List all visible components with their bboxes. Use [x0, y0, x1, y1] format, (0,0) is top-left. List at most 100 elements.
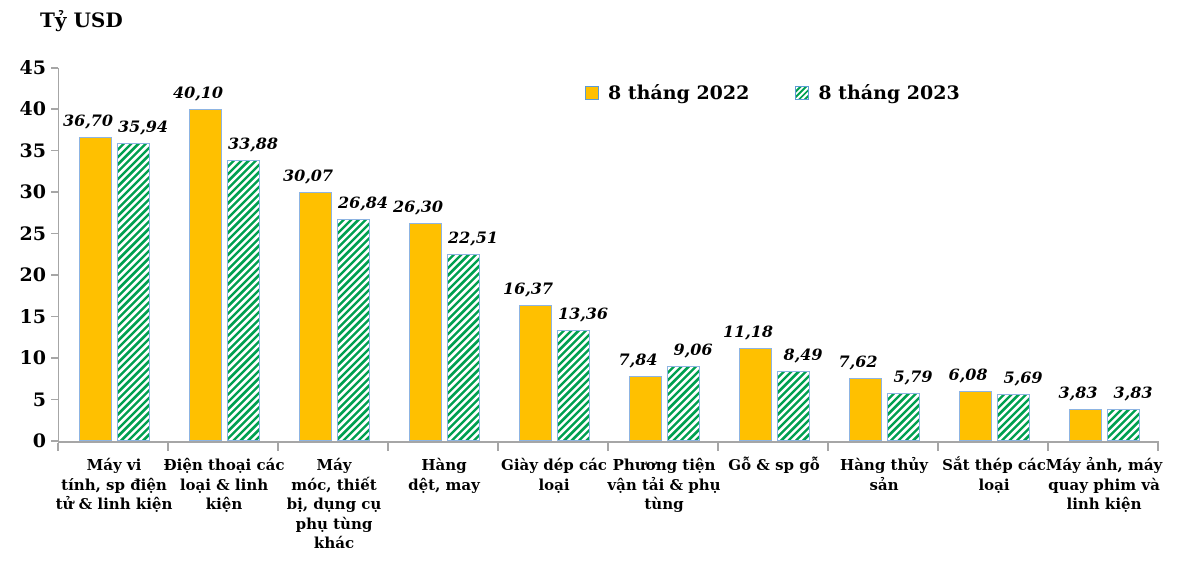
y-axis-tick-label: 5: [32, 388, 46, 411]
y-axis-tick-mark: [51, 149, 58, 152]
y-axis-tick-label: 15: [19, 305, 46, 328]
y-axis-tick-label: 35: [19, 139, 46, 162]
bar-2022: 3,83: [1059, 383, 1102, 441]
x-axis-tick-mark: [167, 443, 169, 451]
bar-2023: 13,36: [556, 304, 608, 441]
legend: 8 tháng 2022 8 tháng 2023: [585, 82, 960, 104]
y-axis-tick-mark: [51, 440, 58, 442]
y-axis-tick-mark: [51, 398, 58, 401]
bar-2023: 22,51: [446, 228, 498, 441]
legend-item-2023: 8 tháng 2023: [795, 82, 960, 104]
y-axis-unit-label: Tỷ USD: [40, 8, 123, 32]
value-label-2023: 35,94: [117, 117, 169, 137]
legend-item-2022: 8 tháng 2022: [585, 82, 749, 104]
bar-2022: 26,30: [393, 197, 443, 441]
y-axis-tick-label: 10: [19, 347, 46, 370]
bar-2023: 33,88: [226, 134, 278, 441]
y-axis-tick-label: 20: [19, 264, 46, 287]
value-label-2022: 7,84: [618, 350, 658, 370]
bar-2022: 16,37: [503, 279, 553, 441]
category-label: Sắt thép các loại: [942, 456, 1046, 494]
bar-2023: 35,94: [116, 117, 168, 441]
bar-2023: 8,49: [776, 345, 822, 441]
y-axis-tick-label: 25: [19, 222, 46, 245]
value-label-2022: 26,30: [392, 197, 444, 217]
y-axis-tick-label: 30: [19, 181, 46, 204]
x-axis-tick-mark: [827, 443, 829, 451]
category-group: 7,62 5,79 Hàng thủy sản: [829, 68, 939, 494]
y-axis-tick-mark: [51, 232, 58, 235]
y-axis-tick-label: 45: [19, 57, 46, 79]
category-label: Giày dép các loại: [501, 456, 607, 494]
value-label-2022: 30,07: [282, 165, 334, 185]
x-axis-tick-mark: [607, 443, 609, 451]
value-label-2023: 22,51: [447, 228, 499, 248]
value-label-2023: 33,88: [227, 134, 279, 154]
category-group: 36,70 35,94 Máy vi tính, sp điện tử & linh…: [56, 68, 173, 513]
bar-2022: 7,84: [619, 350, 662, 441]
category-label: Máy vi tính, sp điện tử & linh kiện: [55, 456, 173, 513]
category-group: 30,07 26,84 Máy móc, thiết bị, dụng cụ phụ…: [279, 68, 389, 552]
value-label-2023: 26,84: [337, 192, 389, 212]
legend-label-2022: 8 tháng 2022: [608, 82, 750, 104]
category-label: Gỗ & sp gỗ: [728, 456, 820, 474]
category-label: Hàng dệt, may: [408, 456, 480, 494]
legend-label-2023: 8 tháng 2023: [818, 82, 960, 104]
x-axis-tick-mark: [937, 443, 939, 451]
value-label-2022: 3,83: [1058, 383, 1098, 403]
value-label-2022: 11,18: [722, 322, 774, 342]
bar-2023: 3,83: [1106, 383, 1152, 441]
y-axis-tick-mark: [51, 108, 58, 110]
bar-2023: 9,06: [666, 340, 712, 441]
y-axis-tick-mark: [51, 191, 58, 193]
bar-2023: 5,69: [996, 368, 1042, 441]
x-axis-tick-mark: [57, 443, 59, 451]
x-axis-tick-mark: [1157, 443, 1159, 451]
bar-2022: 7,62: [839, 352, 882, 441]
value-label-2022: 40,10: [172, 82, 224, 102]
x-axis-tick-mark: [497, 443, 499, 451]
x-axis-tick-mark: [387, 443, 389, 451]
legend-swatch-2023-icon: [795, 86, 810, 100]
y-axis-tick-mark: [51, 315, 58, 318]
category-group: 16,37 13,36 Giày dép các loại: [499, 68, 609, 493]
category-group: 6,08 5,69 Sắt thép các loại: [939, 68, 1049, 494]
plot-area: 36,70 35,94 Máy vi tính, sp điện tử & linh…: [56, 68, 1163, 552]
bar-2023: 5,79: [886, 367, 932, 441]
bar-2022: 11,18: [723, 322, 773, 441]
category-label: Máy ảnh, máy quay phim và linh kiện: [1045, 456, 1163, 513]
bar-2023: 26,84: [336, 193, 388, 441]
legend-swatch-2022-icon: [585, 86, 599, 100]
bar-2022: 36,70: [63, 111, 113, 441]
category-label: Máy móc, thiết bị, dụng cụ phụ tùng khác: [286, 456, 382, 552]
x-axis-tick-mark: [1047, 443, 1049, 451]
x-axis-tick-mark: [717, 443, 719, 451]
value-label-2022: 36,70: [62, 110, 114, 130]
y-axis-tick-label: 40: [19, 98, 46, 121]
y-axis-tick-mark: [51, 274, 58, 276]
value-label-2023: 5,79: [893, 367, 933, 387]
category-group: 3,83 3,83 Máy ảnh, máy quay phim và linh k…: [1046, 68, 1163, 513]
value-label-2022: 16,37: [502, 279, 554, 299]
x-axis-tick-mark: [277, 443, 279, 451]
category-label: Hàng thủy sản: [840, 456, 928, 494]
category-group: 7,84 9,06 Phương tiện vận tải & phụ tùng: [607, 68, 720, 513]
category-group: 40,10 33,88 Điện thoại các loại & linh kiệ…: [164, 68, 285, 513]
category-group: 26,30 22,51 Hàng dệt, may: [389, 68, 499, 493]
bar-2022: 6,08: [949, 365, 992, 441]
value-label-2022: 6,08: [948, 364, 988, 384]
category-label: Phương tiện vận tải & phụ tùng: [607, 456, 721, 513]
bar-2022: 40,10: [173, 83, 223, 441]
y-axis-tick-mark: [51, 357, 58, 359]
bar-2022: 30,07: [283, 166, 333, 441]
y-axis-tick-mark: [51, 67, 58, 69]
value-label-2023: 3,83: [1113, 383, 1153, 403]
value-label-2023: 9,06: [673, 339, 713, 359]
value-label-2023: 5,69: [1003, 367, 1043, 387]
category-label: Điện thoại các loại & linh kiện: [163, 456, 285, 513]
y-axis-tick-label: 0: [32, 430, 46, 452]
value-label-2023: 13,36: [557, 304, 609, 324]
value-label-2022: 7,62: [838, 351, 878, 371]
value-label-2023: 8,49: [783, 344, 823, 364]
